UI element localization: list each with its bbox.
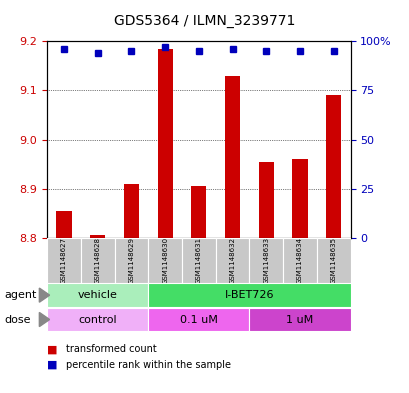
Bar [47,238,81,283]
Text: ■: ■ [47,344,58,354]
Text: transformed count: transformed count [65,344,156,354]
Text: dose: dose [4,314,31,325]
Bar [47,283,148,307]
Text: GSM1148629: GSM1148629 [128,237,134,284]
Bar [225,76,240,238]
Text: GSM1148627: GSM1148627 [61,237,67,284]
Text: ■: ■ [47,360,58,370]
Bar [258,162,273,238]
Text: 0.1 uM: 0.1 uM [180,314,217,325]
Bar [148,283,350,307]
Bar [90,235,105,238]
Bar [316,238,350,283]
Text: vehicle: vehicle [78,290,117,300]
Bar [114,238,148,283]
Bar [249,238,283,283]
Text: 1 uM: 1 uM [285,314,313,325]
Text: GSM1148631: GSM1148631 [196,237,201,284]
Text: GSM1148634: GSM1148634 [296,237,302,284]
Bar [56,211,72,238]
Text: GDS5364 / ILMN_3239771: GDS5364 / ILMN_3239771 [114,14,295,28]
Bar [47,308,148,331]
Bar [249,308,350,331]
Text: GSM1148630: GSM1148630 [162,237,168,284]
Text: GSM1148632: GSM1148632 [229,237,235,284]
Bar [325,95,340,238]
Bar [157,49,172,238]
Bar [148,238,182,283]
Bar [124,184,139,238]
Bar [148,308,249,331]
Bar [215,238,249,283]
Bar [292,159,307,238]
Text: GSM1148635: GSM1148635 [330,237,336,284]
Bar [191,186,206,238]
Text: agent: agent [4,290,36,300]
Bar [182,238,215,283]
Bar [283,238,316,283]
Text: percentile rank within the sample: percentile rank within the sample [65,360,230,370]
Text: I-BET726: I-BET726 [224,290,274,300]
Bar [81,238,114,283]
Text: control: control [78,314,117,325]
Text: GSM1148628: GSM1148628 [94,237,101,284]
Text: GSM1148633: GSM1148633 [263,237,269,284]
